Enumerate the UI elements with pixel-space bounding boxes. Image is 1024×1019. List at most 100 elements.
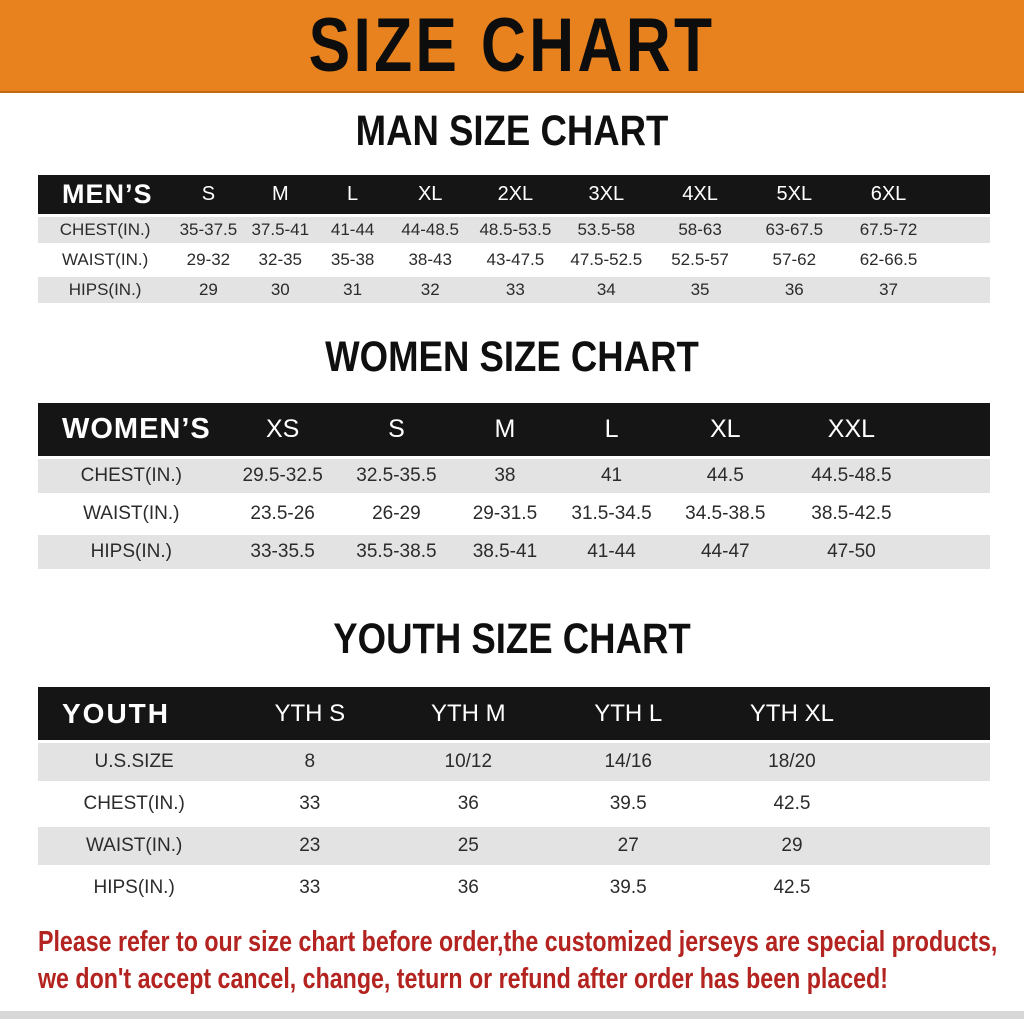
measurement-row: WAIST(IN.) 29-32 32-35 35-38 38-43 43-47.5 47.… xyxy=(38,247,990,277)
header-spacer-cell xyxy=(935,175,990,217)
size-column-header: S xyxy=(172,175,245,217)
size-value-cell: 41 xyxy=(557,459,666,497)
size-column-header: M xyxy=(244,175,316,217)
page-title: SIZE CHART xyxy=(308,3,716,88)
size-value-cell: 47.5-52.5 xyxy=(559,247,653,277)
size-value-cell: 27 xyxy=(547,827,710,869)
measurement-row: CHEST(IN.) 33 36 39.5 42.5 xyxy=(38,785,990,827)
disclaimer-line-1: Please refer to our size chart before or… xyxy=(38,926,998,958)
size-value-cell: 38.5-42.5 xyxy=(785,497,918,535)
row-label: WAIST(IN.) xyxy=(38,827,231,869)
size-value-cell: 39.5 xyxy=(547,785,710,827)
row-label: CHEST(IN.) xyxy=(38,217,173,247)
row-spacer-cell xyxy=(935,277,990,307)
size-value-cell: 67.5-72 xyxy=(841,217,936,247)
size-value-cell: 35 xyxy=(652,277,748,307)
size-value-cell: 25 xyxy=(389,827,548,869)
size-value-cell: 8 xyxy=(230,743,390,785)
size-column-header: 5XL xyxy=(747,175,842,217)
size-value-cell: 37 xyxy=(841,277,936,307)
youth-section-heading: YOUTH SIZE CHART xyxy=(333,615,691,663)
size-column-header: YTH L xyxy=(547,687,710,743)
row-spacer-cell xyxy=(917,459,990,497)
men-size-table: MEN’S S M L XL 2XL 3XL 4XL 5XL 6XL CHEST(IN.) 35-37… xyxy=(38,175,990,307)
size-value-cell: 38-43 xyxy=(389,247,472,277)
section-women: WOMEN SIZE CHART WOMEN’S XS S M L XL XXL CHEST(… xyxy=(0,335,1024,573)
disclaimer: Please refer to our size chart before or… xyxy=(38,924,1024,998)
measurement-row: HIPS(IN.) 33-35.5 35.5-38.5 38.5-41 41-44 44-… xyxy=(38,535,990,573)
measurement-row: CHEST(IN.) 29.5-32.5 32.5-35.5 38 41 44.5 44.5… xyxy=(38,459,990,497)
size-table-header-row: MEN’S S M L XL 2XL 3XL 4XL 5XL 6XL xyxy=(38,175,990,217)
size-value-cell: 29-32 xyxy=(172,247,245,277)
size-value-cell: 23 xyxy=(230,827,390,869)
measurement-row: WAIST(IN.) 23 25 27 29 xyxy=(38,827,990,869)
size-value-cell: 35-37.5 xyxy=(172,217,245,247)
size-value-cell: 44.5 xyxy=(665,459,786,497)
size-value-cell: 32.5-35.5 xyxy=(340,459,453,497)
banner: SIZE CHART xyxy=(0,0,1024,93)
row-label: U.S.SIZE xyxy=(38,743,231,785)
row-spacer-cell xyxy=(917,497,990,535)
size-value-cell: 52.5-57 xyxy=(652,247,748,277)
size-column-header: XL xyxy=(389,175,472,217)
row-spacer-cell xyxy=(874,785,990,827)
size-value-cell: 43-47.5 xyxy=(471,247,560,277)
size-column-header: 4XL xyxy=(652,175,748,217)
measurement-row: WAIST(IN.) 23.5-26 26-29 29-31.5 31.5-34.5 34… xyxy=(38,497,990,535)
header-spacer-cell xyxy=(917,403,990,459)
row-label: CHEST(IN.) xyxy=(38,785,231,827)
size-value-cell: 33-35.5 xyxy=(224,535,341,573)
size-value-cell: 58-63 xyxy=(652,217,748,247)
size-value-cell: 36 xyxy=(747,277,842,307)
size-table-header-row: WOMEN’S XS S M L XL XXL xyxy=(38,403,990,459)
size-value-cell: 29 xyxy=(709,827,875,869)
row-label: CHEST(IN.) xyxy=(38,459,225,497)
measurement-row: HIPS(IN.) 33 36 39.5 42.5 xyxy=(38,869,990,911)
row-label: HIPS(IN.) xyxy=(38,869,231,911)
size-value-cell: 44-47 xyxy=(665,535,786,573)
size-column-header: S xyxy=(340,403,453,459)
table-group-label: MEN’S xyxy=(38,175,173,217)
men-section-heading: MAN SIZE CHART xyxy=(355,107,669,155)
size-value-cell: 44-48.5 xyxy=(389,217,472,247)
size-value-cell: 47-50 xyxy=(785,535,918,573)
table-group-label: YOUTH xyxy=(38,687,231,743)
row-spacer-cell xyxy=(935,247,990,277)
size-value-cell: 53.5-58 xyxy=(559,217,653,247)
size-value-cell: 39.5 xyxy=(547,869,710,911)
section-youth: YOUTH SIZE CHART YOUTH YTH S YTH M YTH L YTH… xyxy=(0,617,1024,911)
size-value-cell: 48.5-53.5 xyxy=(471,217,560,247)
size-value-cell: 31 xyxy=(315,277,390,307)
size-column-header: XL xyxy=(665,403,786,459)
size-column-header: XXL xyxy=(785,403,918,459)
row-label: WAIST(IN.) xyxy=(38,497,225,535)
size-column-header: YTH S xyxy=(230,687,390,743)
size-value-cell: 38.5-41 xyxy=(452,535,558,573)
size-value-cell: 41-44 xyxy=(557,535,666,573)
size-value-cell: 34 xyxy=(559,277,653,307)
size-value-cell: 34.5-38.5 xyxy=(665,497,786,535)
size-value-cell: 14/16 xyxy=(547,743,710,785)
size-value-cell: 29 xyxy=(172,277,245,307)
size-value-cell: 32 xyxy=(389,277,472,307)
size-value-cell: 41-44 xyxy=(315,217,390,247)
youth-size-table: YOUTH YTH S YTH M YTH L YTH XL U.S.SIZE 8 10/12… xyxy=(38,687,990,911)
size-table-header-row: YOUTH YTH S YTH M YTH L YTH XL xyxy=(38,687,990,743)
size-value-cell: 36 xyxy=(389,869,548,911)
disclaimer-line-2: we don't accept cancel, change, teturn o… xyxy=(38,963,888,995)
size-value-cell: 35.5-38.5 xyxy=(340,535,453,573)
size-value-cell: 31.5-34.5 xyxy=(557,497,666,535)
size-value-cell: 38 xyxy=(452,459,558,497)
size-value-cell: 10/12 xyxy=(389,743,548,785)
section-men: MAN SIZE CHART MEN’S S M L XL 2XL 3XL 4XL 5XL 6XL… xyxy=(0,109,1024,307)
content: MAN SIZE CHART MEN’S S M L XL 2XL 3XL 4XL 5XL 6XL… xyxy=(0,109,1024,911)
measurement-row: CHEST(IN.) 35-37.5 37.5-41 41-44 44-48.5 48.5… xyxy=(38,217,990,247)
size-value-cell: 33 xyxy=(230,785,390,827)
size-value-cell: 62-66.5 xyxy=(841,247,936,277)
size-value-cell: 36 xyxy=(389,785,548,827)
size-value-cell: 33 xyxy=(230,869,390,911)
size-value-cell: 37.5-41 xyxy=(244,217,316,247)
size-value-cell: 63-67.5 xyxy=(747,217,842,247)
size-value-cell: 26-29 xyxy=(340,497,453,535)
size-column-header: L xyxy=(557,403,666,459)
